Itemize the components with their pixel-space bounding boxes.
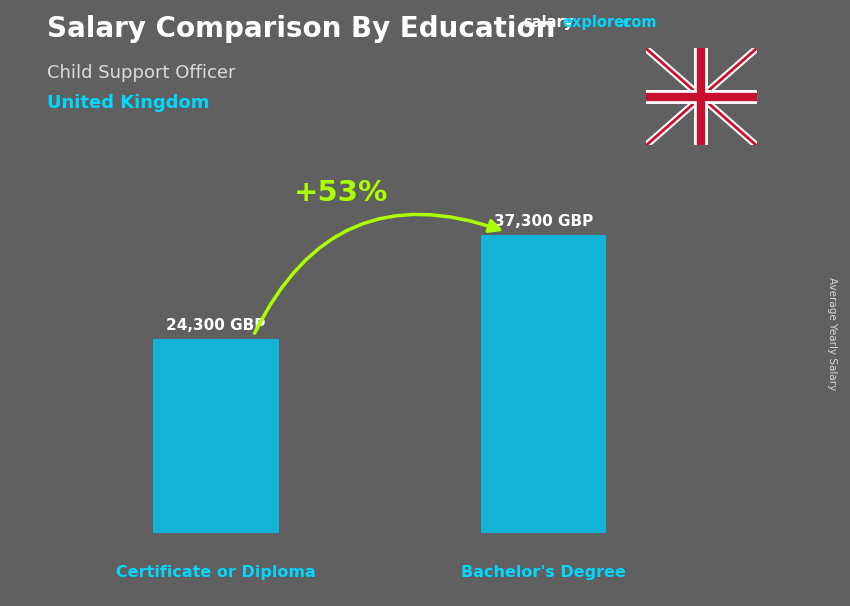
- Text: 37,300 GBP: 37,300 GBP: [494, 214, 593, 229]
- Bar: [481, 235, 606, 533]
- Text: 24,300 GBP: 24,300 GBP: [167, 318, 265, 333]
- Text: Salary Comparison By Education: Salary Comparison By Education: [47, 15, 555, 43]
- Text: Certificate or Diploma: Certificate or Diploma: [116, 565, 316, 580]
- Text: .com: .com: [618, 15, 657, 30]
- Text: Average Yearly Salary: Average Yearly Salary: [827, 277, 837, 390]
- Text: Child Support Officer: Child Support Officer: [47, 64, 235, 82]
- Text: United Kingdom: United Kingdom: [47, 94, 209, 112]
- Text: explorer: explorer: [563, 15, 632, 30]
- Bar: [153, 339, 279, 533]
- Text: salary: salary: [523, 15, 573, 30]
- Text: +53%: +53%: [294, 179, 388, 207]
- Text: Bachelor's Degree: Bachelor's Degree: [461, 565, 626, 580]
